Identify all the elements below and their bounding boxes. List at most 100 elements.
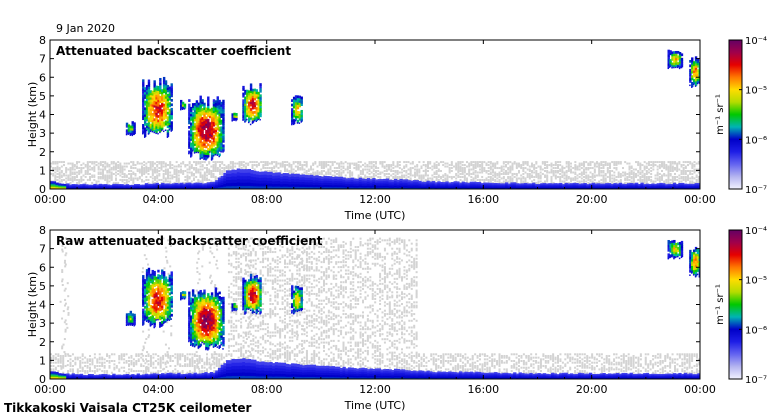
backscatter-cell: [621, 186, 625, 188]
backscatter-cell: [434, 186, 438, 189]
noise-pixel: [175, 172, 178, 175]
backscatter-cell: [285, 178, 289, 182]
noise-pixel: [628, 171, 631, 174]
noise-pixel: [112, 181, 115, 184]
noise-pixel: [580, 172, 583, 175]
backscatter-cell: [250, 182, 254, 187]
backscatter-cell: [235, 117, 238, 121]
noise-pixel: [123, 172, 126, 175]
noise-pixel: [338, 170, 341, 173]
noise-pixel: [108, 174, 111, 177]
backscatter-cell: [323, 175, 327, 179]
backscatter-cell: [166, 134, 170, 137]
backscatter-cell: [199, 135, 202, 139]
noise-pixel: [466, 180, 468, 183]
backscatter-cell: [170, 116, 173, 120]
noise-pixel: [193, 178, 195, 181]
backscatter-cell: [323, 186, 327, 189]
noise-pixel: [303, 161, 306, 164]
backscatter-cell: [548, 187, 552, 189]
noise-pixel: [219, 171, 221, 174]
noise-pixel: [288, 162, 291, 165]
backscatter-cell: [291, 110, 294, 114]
noise-pixel: [531, 175, 533, 178]
noise-pixel: [416, 165, 419, 168]
backscatter-cell: [77, 186, 81, 188]
backscatter-cell: [193, 185, 197, 188]
backscatter-cell: [166, 125, 170, 129]
noise-pixel: [567, 161, 570, 164]
backscatter-cell: [214, 115, 218, 119]
backscatter-cell: [274, 172, 279, 176]
noise-pixel: [665, 165, 668, 168]
backscatter-cell: [532, 184, 536, 187]
noise-pixel: [654, 161, 657, 164]
backscatter-cell: [220, 180, 224, 183]
backscatter-cell: [342, 185, 346, 188]
backscatter-cell: [166, 185, 170, 187]
backscatter-cell: [151, 101, 154, 105]
backscatter-cell: [645, 185, 650, 187]
noise-pixel: [693, 181, 696, 184]
backscatter-cell: [205, 158, 207, 161]
backscatter-cell: [301, 181, 306, 185]
backscatter-cell: [216, 116, 219, 120]
noise-pixel: [52, 167, 55, 170]
backscatter-cell: [168, 108, 172, 112]
noise-pixel: [203, 172, 206, 175]
backscatter-cell: [185, 186, 189, 189]
noise-pixel: [130, 172, 133, 175]
backscatter-cell: [197, 145, 200, 148]
noise-pixel: [483, 178, 486, 181]
backscatter-cell: [253, 110, 257, 114]
noise-pixel: [602, 178, 605, 181]
backscatter-cell: [151, 115, 154, 118]
backscatter-cell: [300, 96, 303, 100]
noise-pixel: [494, 165, 497, 168]
noise-pixel: [431, 177, 434, 180]
backscatter-cell: [672, 186, 677, 189]
backscatter-cell: [662, 183, 666, 185]
noise-pixel: [383, 165, 386, 168]
noise-pixel: [422, 174, 425, 177]
backscatter-cell: [201, 185, 205, 187]
noise-pixel: [505, 172, 507, 175]
backscatter-cell: [442, 186, 447, 189]
backscatter-cell: [197, 111, 200, 115]
backscatter-cell: [207, 134, 210, 138]
backscatter-cell: [421, 185, 425, 187]
backscatter-cell: [216, 105, 219, 108]
noise-pixel: [578, 165, 581, 168]
backscatter-cell: [147, 99, 151, 103]
backscatter-cell: [298, 102, 302, 106]
backscatter-cell: [263, 186, 268, 189]
noise-pixel: [492, 164, 494, 167]
backscatter-cell: [177, 187, 181, 189]
noise-pixel: [169, 181, 172, 184]
backscatter-cell: [681, 184, 685, 187]
noise-pixel: [561, 175, 564, 178]
backscatter-cell: [161, 116, 164, 119]
noise-pixel: [82, 178, 85, 181]
backscatter-cell: [247, 114, 251, 118]
backscatter-cell: [228, 176, 233, 181]
backscatter-cell: [129, 125, 133, 129]
noise-pixel: [219, 161, 221, 164]
backscatter-cell: [621, 187, 625, 189]
noise-pixel: [110, 162, 113, 165]
noise-pixel: [279, 165, 282, 168]
noise-pixel: [320, 161, 323, 164]
backscatter-cell: [388, 179, 392, 182]
noise-pixel: [407, 161, 410, 164]
noise-pixel: [476, 164, 479, 167]
backscatter-cell: [296, 113, 300, 116]
noise-pixel: [73, 164, 76, 167]
backscatter-cell: [217, 185, 222, 188]
noise-pixel: [162, 162, 165, 165]
backscatter-cell: [216, 111, 219, 115]
backscatter-cell: [259, 105, 262, 109]
noise-pixel: [149, 162, 152, 165]
backscatter-cell: [526, 184, 530, 186]
backscatter-cell: [153, 129, 156, 133]
